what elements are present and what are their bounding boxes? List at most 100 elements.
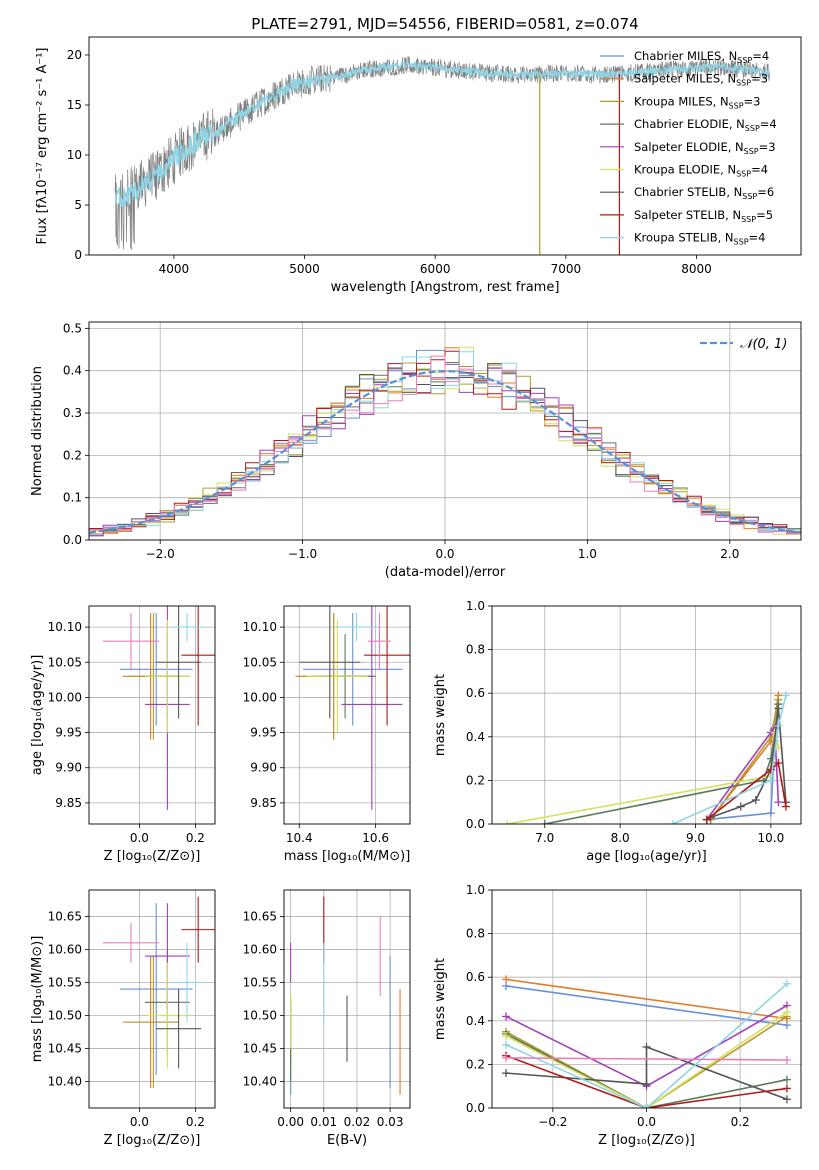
- legend-entry-name: Salpeter STELIB, N: [634, 208, 741, 222]
- weight-marker: [782, 1008, 791, 1017]
- data-point: [119, 903, 193, 1075]
- mass-vs-metallicity-panel: 0.0 0.2 10.40 10.45 10.50 10.55 10.60 10.65 Z [l…: [30, 889, 216, 1148]
- y-tick-label: 20: [67, 48, 82, 62]
- normal-reference-curve: [89, 369, 801, 534]
- y-tick-label: 9.95: [250, 726, 277, 740]
- weight-marker: [774, 798, 783, 807]
- legend-entry-count: =4: [760, 117, 777, 131]
- legend-entry: Salpeter STELIB, NSSP=5: [634, 208, 773, 224]
- y-tick-label: 15: [67, 98, 82, 112]
- weight-marker: [642, 1104, 651, 1108]
- y-tick-label: 10.65: [243, 909, 277, 923]
- weight-marker: [782, 1056, 791, 1065]
- data-point: [170, 613, 204, 642]
- legend-entry-count: =5: [756, 208, 773, 222]
- legend-entry-subscript: SSP: [744, 147, 759, 156]
- y-tick-label: 10.05: [243, 655, 277, 669]
- legend-entry-subscript: SSP: [736, 79, 751, 88]
- weight-marker: [540, 820, 549, 824]
- x-tick-label: 0.2: [731, 1115, 750, 1129]
- weight-marker: [502, 1069, 511, 1078]
- y-tick-label: 10.45: [48, 1042, 82, 1056]
- error-bars: [290, 896, 401, 1095]
- x-tick-label: 9.0: [686, 831, 705, 845]
- y-tick-label: 10.00: [48, 690, 82, 704]
- weight-series-line: [706, 704, 780, 821]
- axes-frame: [88, 321, 802, 541]
- axes-frame: [88, 605, 216, 825]
- y-tick-label: 0.2: [63, 448, 82, 462]
- axes-frame: [491, 605, 802, 825]
- data-point: [181, 606, 215, 726]
- axes-frame: [88, 889, 216, 1109]
- y-tick-label: 0.2: [466, 1057, 485, 1071]
- weight-series-line: [672, 695, 787, 824]
- x-tick-label: −1.0: [288, 547, 317, 561]
- weight-series-line: [505, 1011, 788, 1108]
- x-axis-label: E(B-V): [327, 1133, 367, 1148]
- data-point: [364, 606, 410, 726]
- y-tick-label: 9.90: [55, 761, 82, 775]
- x-tick-label: 6000: [420, 262, 451, 276]
- weight-marker: [782, 1095, 791, 1104]
- data-point: [119, 613, 193, 726]
- legend-entry-subscript: SSP: [736, 170, 751, 179]
- axes-frame: [283, 605, 411, 825]
- weight-series-line: [505, 1015, 788, 1108]
- x-tick-label: 0.01: [310, 1115, 337, 1129]
- x-tick-label: 0.0: [130, 1115, 149, 1129]
- weight-series-line: [505, 1057, 788, 1061]
- weight-marker: [642, 1080, 651, 1089]
- y-tick-label: 0.4: [63, 364, 82, 378]
- x-tick-label: 0.2: [186, 831, 205, 845]
- data-point: [181, 896, 215, 963]
- weight-lines: [502, 975, 791, 1108]
- y-tick-label: 0.2: [466, 773, 485, 787]
- y-tick-label: 10.55: [48, 975, 82, 989]
- y-tick-label: 0.0: [63, 533, 82, 547]
- age-vs-mass-panel: 10.4 10.6 9.85 9.90 9.95 10.00 10.05 10.10 mass …: [243, 605, 411, 864]
- y-tick-label: 10.50: [243, 1009, 277, 1023]
- legend-entry-subscript: SSP: [741, 215, 756, 224]
- y-tick-label: 0.1: [63, 491, 82, 505]
- y-tick-label: 0.8: [466, 643, 485, 657]
- x-tick-label: 4000: [159, 262, 190, 276]
- weight-marker: [782, 1084, 791, 1093]
- data-point: [341, 606, 403, 810]
- y-tick-label: 9.90: [250, 761, 277, 775]
- x-tick-label: 10.6: [362, 831, 389, 845]
- histogram-steps: [89, 346, 801, 539]
- x-tick-label: 1.0: [578, 547, 597, 561]
- y-tick-label: 1.0: [466, 883, 485, 897]
- mass-weight-vs-age-panel: 7.0 8.0 9.0 10.0 0.0 0.2 0.4 0.6 0.8 1.0 age [log₁…: [433, 599, 802, 864]
- x-axis-label: Z [log₁₀(Z/Z⊙)]: [104, 1133, 201, 1148]
- weight-series-line: [505, 978, 788, 1020]
- mass-vs-ebv-panel: 0.00 0.01 0.02 0.03 10.40 10.45 10.50 10.55 10.6…: [243, 889, 411, 1148]
- weight-marker: [502, 1032, 511, 1041]
- data-point: [306, 620, 368, 733]
- x-tick-label: 10.4: [286, 831, 313, 845]
- weight-marker: [751, 796, 760, 805]
- legend-entry-name: Salpeter MILES, N: [634, 72, 736, 86]
- y-tick-label: 0.3: [63, 406, 82, 420]
- legend-entry-name: Chabrier MILES, N: [634, 49, 737, 63]
- y-tick-label: 10: [67, 148, 82, 162]
- y-tick-label: 1.0: [466, 599, 485, 613]
- y-axis-label: mass weight: [433, 674, 448, 756]
- y-tick-label: 5: [74, 198, 82, 212]
- x-tick-label: 0.0: [435, 547, 454, 561]
- x-tick-label: 5000: [289, 262, 320, 276]
- y-tick-label: 9.85: [250, 796, 277, 810]
- y-axis-label: Flux [fλ10⁻¹⁷ erg cm⁻² s⁻¹ A⁻¹]: [35, 48, 50, 245]
- weight-marker: [766, 809, 775, 818]
- error-bars: [103, 896, 215, 1089]
- legend-entry-name: Kroupa ELODIE, N: [634, 163, 736, 177]
- x-tick-label: 0.0: [637, 1115, 656, 1129]
- y-axis-label: age [log₁₀(age/yr)]: [30, 655, 45, 776]
- error-bars: [295, 606, 410, 810]
- axes-frame: [283, 889, 411, 1109]
- axes-frame: [491, 889, 802, 1109]
- weight-marker: [736, 802, 745, 811]
- y-tick-label: 10.00: [243, 690, 277, 704]
